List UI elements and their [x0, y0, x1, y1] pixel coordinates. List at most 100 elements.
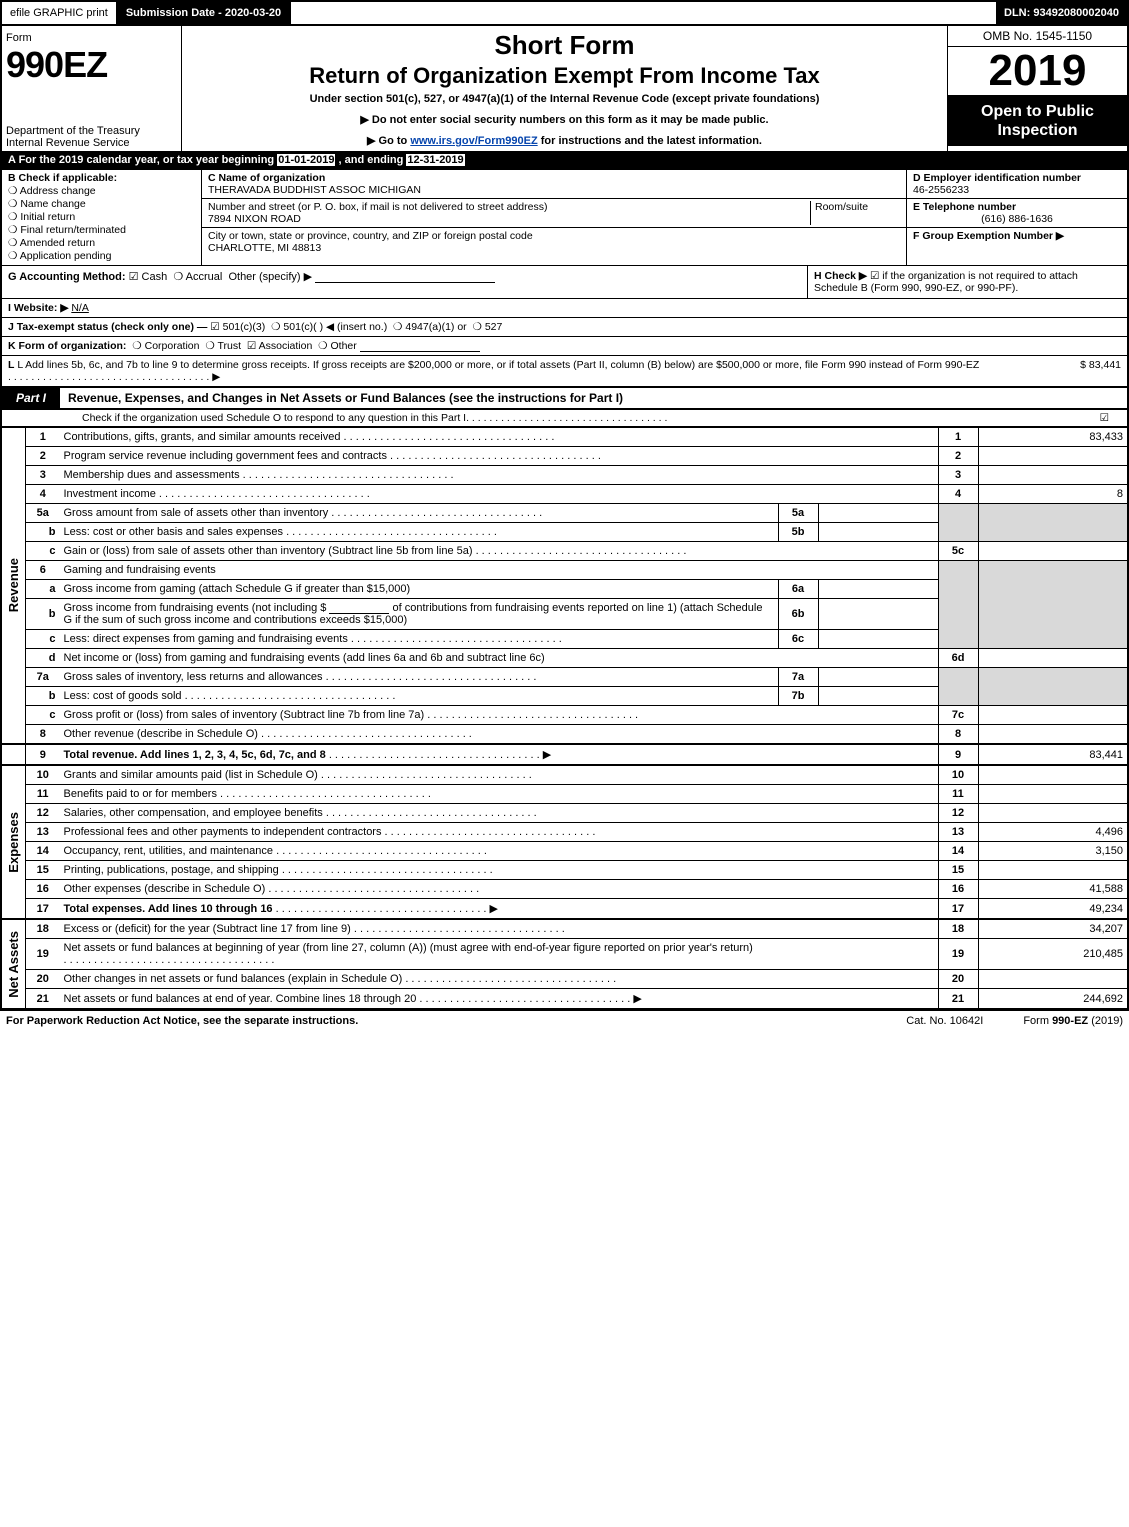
paperwork-notice: For Paperwork Reduction Act Notice, see …	[6, 1015, 358, 1027]
table-row: Net Assets 18 Excess or (deficit) for th…	[1, 919, 1128, 939]
line-amount: 34,207	[978, 919, 1128, 939]
sub-box-value	[818, 580, 938, 599]
org-association-checkbox[interactable]: Association	[247, 340, 312, 352]
line-desc: Occupancy, rent, utilities, and maintena…	[64, 845, 274, 857]
sub-box-label: 5a	[778, 504, 818, 523]
line-num: 17	[26, 899, 60, 920]
checkbox-address-change[interactable]: Address change	[8, 185, 195, 197]
box-d-e-f: D Employer identification number 46-2556…	[907, 170, 1127, 265]
line-num: a	[26, 580, 60, 599]
org-name-label: C Name of organization	[208, 172, 325, 184]
line-desc: Other expenses (describe in Schedule O)	[64, 883, 266, 895]
status-4947-checkbox[interactable]: 4947(a)(1) or	[393, 321, 467, 333]
sub-box-value	[818, 630, 938, 649]
checkbox-final-return[interactable]: Final return/terminated	[8, 224, 195, 236]
table-row: 12 Salaries, other compensation, and emp…	[1, 804, 1128, 823]
line-desc: Less: cost of goods sold	[64, 690, 182, 702]
form-of-org-label: K Form of organization:	[8, 340, 126, 352]
org-trust-checkbox[interactable]: Trust	[205, 340, 241, 352]
schedule-o-text: Check if the organization used Schedule …	[82, 412, 466, 424]
city-value: CHARLOTTE, MI 48813	[208, 242, 321, 254]
org-info-grid: B Check if applicable: Address change Na…	[0, 170, 1129, 265]
sub-box-label: 5b	[778, 523, 818, 542]
status-527-checkbox[interactable]: 527	[473, 321, 503, 333]
city-label: City or town, state or province, country…	[208, 230, 533, 242]
org-other-input[interactable]	[360, 340, 480, 352]
line-ref: 2	[938, 447, 978, 466]
table-row: 2 Program service revenue including gove…	[1, 447, 1128, 466]
under-section-note: Under section 501(c), 527, or 4947(a)(1)…	[192, 93, 937, 105]
cal-year-mid: , and ending	[339, 154, 407, 166]
ein-label: D Employer identification number	[913, 172, 1081, 184]
tax-exempt-label: J Tax-exempt status (check only one) —	[8, 321, 210, 333]
line-num: 11	[26, 785, 60, 804]
irs-link[interactable]: www.irs.gov/Form990EZ	[410, 135, 537, 147]
accounting-accrual-checkbox[interactable]: Accrual	[173, 271, 222, 283]
form-number: 990EZ	[6, 44, 177, 86]
checkbox-initial-return[interactable]: Initial return	[8, 211, 195, 223]
line-amount	[978, 649, 1128, 668]
line-num: 3	[26, 466, 60, 485]
header-center: Short Form Return of Organization Exempt…	[182, 26, 947, 151]
line-num: 13	[26, 823, 60, 842]
revenue-section-label: Revenue	[1, 428, 26, 745]
line-ref: 12	[938, 804, 978, 823]
checkbox-amended-return[interactable]: Amended return	[8, 237, 195, 249]
line-amount	[978, 542, 1128, 561]
line-desc: Gaming and fundraising events	[60, 561, 939, 580]
line-ref-shade	[938, 668, 978, 706]
line-desc: Net income or (loss) from gaming and fun…	[64, 652, 545, 664]
checkbox-application-pending[interactable]: Application pending	[8, 250, 195, 262]
line-desc: Contributions, gifts, grants, and simila…	[64, 431, 341, 443]
h-checkbox[interactable]	[870, 270, 882, 282]
table-row: c Gain or (loss) from sale of assets oth…	[1, 542, 1128, 561]
cal-year-label: A For the 2019 calendar year, or tax yea…	[8, 154, 277, 166]
tax-year: 2019	[948, 47, 1127, 95]
line-amount	[978, 466, 1128, 485]
line-ref: 18	[938, 919, 978, 939]
line-ref: 13	[938, 823, 978, 842]
line-ref: 19	[938, 939, 978, 970]
line-ref: 6d	[938, 649, 978, 668]
sub-box-label: 7b	[778, 687, 818, 706]
box-c: C Name of organization THERAVADA BUDDHIS…	[202, 170, 907, 265]
table-row: 19 Net assets or fund balances at beginn…	[1, 939, 1128, 970]
website-label: I Website: ▶	[8, 302, 68, 314]
line-ref: 20	[938, 970, 978, 989]
accounting-cash-checkbox[interactable]: Cash	[129, 271, 168, 283]
omb-number: OMB No. 1545-1150	[948, 26, 1127, 47]
checkbox-name-change[interactable]: Name change	[8, 198, 195, 210]
line-amount	[978, 804, 1128, 823]
line-ref: 15	[938, 861, 978, 880]
status-501c3-checkbox[interactable]: 501(c)(3)	[210, 321, 265, 333]
org-corporation-checkbox[interactable]: Corporation	[132, 340, 199, 352]
accounting-other-label: Other (specify) ▶	[228, 271, 312, 283]
line-num: 19	[26, 939, 60, 970]
table-row: 5a Gross amount from sale of assets othe…	[1, 504, 1128, 523]
table-row: 3 Membership dues and assessments 3	[1, 466, 1128, 485]
org-other-checkbox[interactable]: Other	[318, 340, 357, 352]
gross-receipts-amount: $ 83,441	[1021, 359, 1121, 383]
line-num: c	[26, 706, 60, 725]
line-num: c	[26, 542, 60, 561]
table-row: 7a Gross sales of inventory, less return…	[1, 668, 1128, 687]
goto-suffix: for instructions and the latest informat…	[541, 135, 762, 147]
fundraising-amount-input[interactable]	[329, 602, 389, 614]
table-row: c Gross profit or (loss) from sales of i…	[1, 706, 1128, 725]
line-ref: 14	[938, 842, 978, 861]
line-num: 5a	[26, 504, 60, 523]
line-amount	[978, 970, 1128, 989]
line-num: 2	[26, 447, 60, 466]
sub-box-value	[818, 599, 938, 630]
efile-print-button[interactable]: efile GRAPHIC print	[2, 2, 118, 24]
goto-link-row: ▶ Go to www.irs.gov/Form990EZ for instru…	[192, 134, 937, 147]
line-amount: 244,692	[978, 989, 1128, 1010]
goto-prefix: ▶ Go to	[367, 135, 410, 147]
line-num: d	[26, 649, 60, 668]
line-desc: Program service revenue including govern…	[64, 450, 387, 462]
department-label: Department of the Treasury	[6, 125, 177, 137]
schedule-o-checkbox[interactable]	[1100, 412, 1109, 424]
line-amount: 8	[978, 485, 1128, 504]
accounting-other-input[interactable]	[315, 271, 495, 283]
status-501c-checkbox[interactable]: 501(c)( ) ◀ (insert no.)	[271, 321, 387, 333]
